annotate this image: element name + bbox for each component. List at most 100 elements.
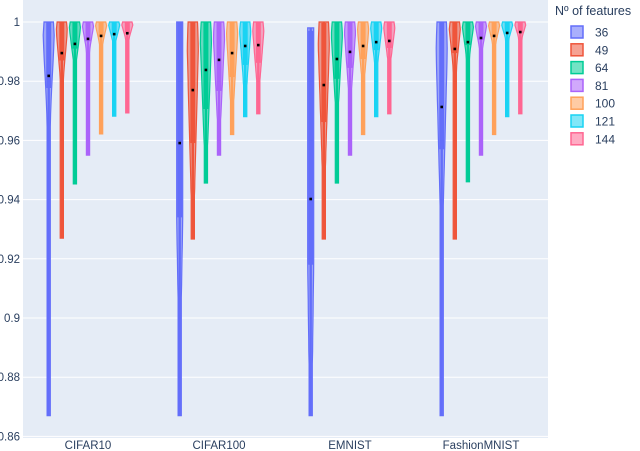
violin-iqr-box bbox=[229, 22, 235, 78]
violin-median-marker bbox=[257, 43, 260, 47]
y-tick-label: 0.98 bbox=[0, 76, 20, 88]
legend-item-64[interactable]: 64 bbox=[570, 60, 609, 75]
violin-median-marker bbox=[466, 40, 470, 44]
legend-label: 49 bbox=[595, 43, 609, 57]
violin-iqr-box bbox=[59, 22, 65, 61]
violin-median-marker bbox=[348, 50, 352, 54]
legend-swatch-icon bbox=[570, 96, 584, 110]
violin-series-121 bbox=[108, 21, 514, 118]
legend: Nº of features 36 49 64 81 100 121 144 bbox=[555, 4, 631, 146]
violin-iqr-box bbox=[504, 22, 510, 34]
violin-iqr-box bbox=[491, 22, 497, 37]
y-tick-label: 0.86 bbox=[0, 431, 20, 443]
violin-iqr-box bbox=[386, 22, 392, 49]
violin-iqr-box bbox=[373, 22, 379, 51]
violin-iqr-box bbox=[452, 22, 458, 54]
violin-iqr-box bbox=[203, 22, 209, 110]
violin-median-marker bbox=[335, 57, 339, 61]
x-tick-label: CIFAR100 bbox=[192, 440, 245, 451]
violin-iqr-box bbox=[360, 22, 366, 59]
violin-median-marker bbox=[505, 31, 509, 35]
violin-median-marker bbox=[217, 58, 221, 62]
violin-median-marker bbox=[191, 88, 195, 92]
violin-iqr-box bbox=[334, 22, 340, 79]
legend-item-49[interactable]: 49 bbox=[570, 43, 609, 57]
violin-series-36 bbox=[42, 21, 448, 417]
violin-median-marker bbox=[453, 47, 457, 51]
violin-traces bbox=[42, 21, 527, 417]
x-tick-label: CIFAR10 bbox=[65, 440, 112, 451]
violin-iqr-box bbox=[242, 22, 248, 65]
legend-label: 121 bbox=[595, 115, 615, 129]
violin-median-marker bbox=[60, 51, 64, 55]
violin-iqr-box bbox=[321, 22, 327, 123]
legend-swatch-icon bbox=[570, 78, 584, 93]
violin-iqr-box bbox=[255, 22, 261, 63]
violin-iqr-box bbox=[46, 22, 52, 89]
violin-iqr-box bbox=[190, 22, 196, 144]
violin-series-100 bbox=[94, 21, 501, 136]
legend-swatch-icon bbox=[570, 25, 584, 39]
violin-iqr-box bbox=[478, 22, 484, 40]
violin-iqr-box bbox=[111, 22, 117, 36]
violin-median-marker bbox=[492, 34, 496, 38]
legend-item-121[interactable]: 121 bbox=[570, 114, 615, 129]
violin-iqr-box bbox=[98, 22, 104, 37]
y-axis-ticks: 0.86 0.88 0.9 0.92 0.94 0.96 0.98 1 bbox=[0, 17, 21, 443]
legend-label: 144 bbox=[595, 132, 615, 146]
legend-swatch-icon bbox=[570, 60, 584, 75]
y-tick-label: 0.88 bbox=[0, 372, 20, 384]
violin-median-marker bbox=[112, 32, 116, 36]
legend-label: 100 bbox=[595, 97, 615, 111]
violin-median-marker bbox=[204, 68, 208, 72]
violin-median-marker bbox=[322, 83, 326, 87]
violin-median-marker bbox=[440, 105, 443, 109]
legend-swatch-icon bbox=[570, 132, 584, 146]
violin-series-64 bbox=[68, 21, 475, 185]
violin-median-marker bbox=[99, 34, 103, 38]
legend-item-144[interactable]: 144 bbox=[570, 132, 615, 146]
violin-iqr-box bbox=[72, 22, 78, 49]
violin-median-marker bbox=[86, 37, 90, 41]
legend-item-36[interactable]: 36 bbox=[570, 25, 609, 40]
y-tick-label: 0.92 bbox=[0, 254, 20, 266]
x-tick-label: FashionMNIST bbox=[443, 440, 520, 451]
violin-median-marker bbox=[309, 197, 312, 201]
plot-area bbox=[23, 0, 548, 438]
legend-item-100[interactable]: 100 bbox=[570, 96, 615, 111]
violin-iqr-box bbox=[216, 22, 222, 91]
y-tick-label: 0.9 bbox=[4, 313, 20, 325]
violin-iqr-box bbox=[85, 22, 91, 42]
violin-iqr-box bbox=[177, 22, 183, 218]
legend-title: Nº of features bbox=[555, 4, 631, 18]
violin-median-marker bbox=[73, 42, 77, 46]
violin-iqr-box bbox=[347, 22, 353, 68]
legend-swatch-icon bbox=[570, 43, 584, 57]
violin-median-marker bbox=[374, 40, 378, 44]
x-axis-ticks: CIFAR10 CIFAR100 EMNIST FashionMNIST bbox=[65, 440, 520, 451]
violin-median-marker bbox=[230, 51, 234, 55]
x-tick-label: EMNIST bbox=[328, 440, 371, 451]
violin-iqr-box bbox=[517, 22, 523, 33]
violin-median-marker bbox=[47, 74, 50, 78]
violin-median-marker bbox=[361, 44, 365, 48]
y-tick-label: 0.94 bbox=[0, 195, 21, 207]
y-tick-label: 0.96 bbox=[0, 135, 20, 147]
legend-item-81[interactable]: 81 bbox=[570, 78, 609, 93]
legend-label: 81 bbox=[595, 79, 609, 93]
violin-series-49 bbox=[55, 21, 461, 240]
violin-median-marker bbox=[243, 44, 247, 48]
violin-median-marker bbox=[519, 30, 522, 34]
legend-label: 64 bbox=[595, 61, 609, 75]
legend-label: 36 bbox=[595, 26, 609, 40]
y-tick-label: 1 bbox=[14, 17, 20, 29]
violin-iqr-box bbox=[439, 22, 445, 150]
violin-median-marker bbox=[388, 39, 391, 43]
violin-median-marker bbox=[126, 31, 129, 35]
violin-series-81 bbox=[81, 21, 488, 156]
violin-median-marker bbox=[479, 36, 483, 40]
violin-median-marker bbox=[178, 141, 181, 145]
violin-series-144 bbox=[121, 21, 527, 115]
violin-iqr-box bbox=[308, 30, 314, 265]
